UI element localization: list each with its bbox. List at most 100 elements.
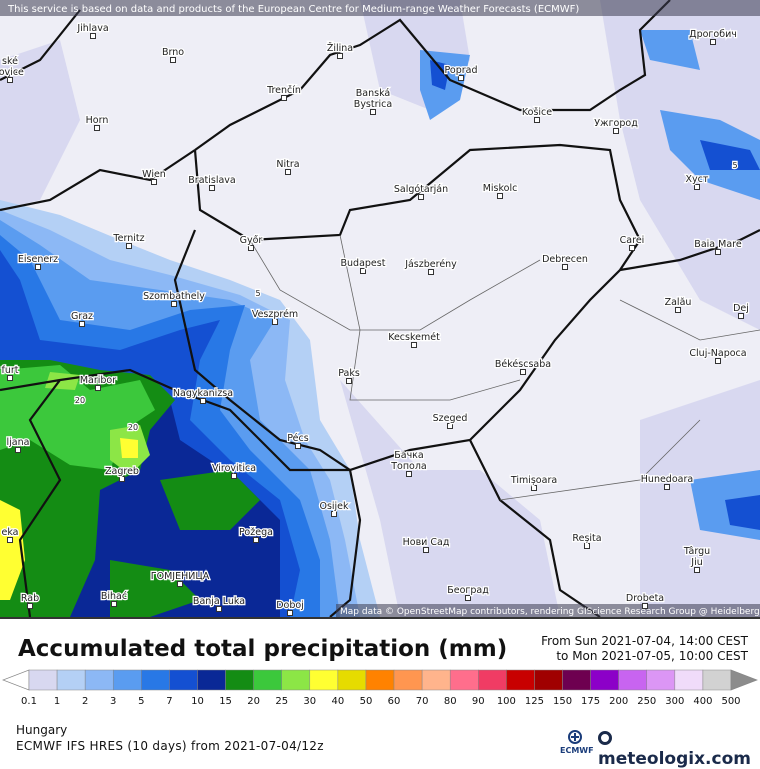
city-label: Eisenerz [18,254,58,265]
city-marker [458,75,464,81]
legend-swatch [365,669,395,691]
city-marker [642,603,648,609]
city-marker [715,358,721,364]
legend-swatch [225,669,254,691]
contour-labels: 5 5 20 20 [74,160,739,434]
legend-label: 90 [472,696,485,707]
city-label: Szeged [433,413,468,424]
city-marker [281,95,287,101]
city-label: Carei [620,235,645,246]
legend-swatch [281,669,311,691]
city-label: Horn [86,115,109,126]
city-marker [231,473,237,479]
city-marker [331,511,337,517]
city-marker [423,547,429,553]
city-marker [715,249,721,255]
city-marker [465,595,471,601]
legend-label: 1 [54,696,60,707]
city-label: Nitra [276,159,299,170]
city-label: Београд [447,585,489,596]
legend-label: 150 [553,696,572,707]
legend-label: 20 [247,696,260,707]
city-label: Brno [162,47,184,58]
city-label: Maribor [80,375,116,386]
city-label: eka [1,527,18,538]
city-label: Kecskemét [388,332,440,343]
city-label: Zalău [665,297,692,308]
legend-swatch [84,669,114,691]
city-marker [613,128,619,134]
city-label: Veszprém [252,309,298,320]
legend-swatch [337,669,367,691]
legend: 0.1 1 2 3 5 7 10 15 20 25 30 40 50 60 70 80 90 100 125 150 1… [2,669,758,707]
city-label: Košice [522,107,552,118]
legend-swatch [449,669,479,691]
legend-swatch [702,669,732,691]
city-marker [287,610,293,616]
city-marker [111,601,117,607]
city-label: Békéscsaba [495,359,551,370]
city-label: Nagykanizsa [173,388,233,399]
legend-swatch [309,669,339,691]
city-label: Banja Luka [193,596,245,607]
city-label: Zagreb [105,466,139,477]
city-marker [428,269,434,275]
legend-swatch [506,669,535,691]
city-marker [177,581,183,587]
legend-swatch [618,669,648,691]
city-marker [7,537,13,543]
legend-label: 10 [191,696,204,707]
city-marker [406,471,412,477]
city-label: Wien [142,169,166,180]
city-label: Ternitz [112,233,144,244]
legend-label: 175 [581,696,600,707]
legend-label: 50 [360,696,373,707]
city-label: Baia Mare [694,239,742,250]
city-label: Hunedoara [641,474,693,485]
legend-swatch [28,669,58,691]
city-label: Doboj [276,600,304,611]
region: Hungary [16,723,68,737]
period-to: to Mon 2021-07-05, 10:00 CEST [556,649,748,663]
city-marker [562,264,568,270]
city-label: Дрогобич [689,29,737,40]
legend-label: 7 [166,696,172,707]
city-label: Bratislava [188,175,235,186]
city-marker [447,423,453,429]
city-label: Топола [390,461,427,472]
city-label: Pécs [287,433,308,444]
legend-swatch [112,669,142,691]
legend-label: 100 [497,696,516,707]
legend-swatch [534,669,563,691]
legend-label: 250 [637,696,656,707]
city-marker [694,184,700,190]
city-marker [79,321,85,327]
ecmwf-text: ECMWF [560,746,594,755]
city-label: Miskolc [483,183,518,194]
city-label: Rab [21,593,39,604]
city-marker [285,169,291,175]
notice: This service is based on data and produc… [7,4,579,15]
notice-bar [0,0,760,16]
brand: meteologix.com [598,729,760,769]
city-label: Trenčín [266,85,301,96]
city-marker [738,313,744,319]
city-label: Reșita [572,533,601,544]
legend-label: 400 [693,696,712,707]
contour-label: 5 [732,161,737,170]
city-label: Győr [240,235,263,246]
city-label: Jiu [690,557,702,568]
legend-label: 200 [609,696,628,707]
city-label: ljana [7,437,30,448]
city-label: ГОМЈЕНИЦА [151,571,210,582]
legend-label: 3 [110,696,116,707]
city-label: ské [2,56,18,67]
city-label: Jászberény [404,259,457,270]
legend-swatch [393,669,423,691]
city-marker [337,53,343,59]
attribution-bar [336,604,760,617]
legend-arrow-right [730,669,758,691]
legend-label: 2 [82,696,88,707]
period-from: From Sun 2021-07-04, 14:00 CEST [541,634,748,648]
legend-swatch [646,669,676,691]
